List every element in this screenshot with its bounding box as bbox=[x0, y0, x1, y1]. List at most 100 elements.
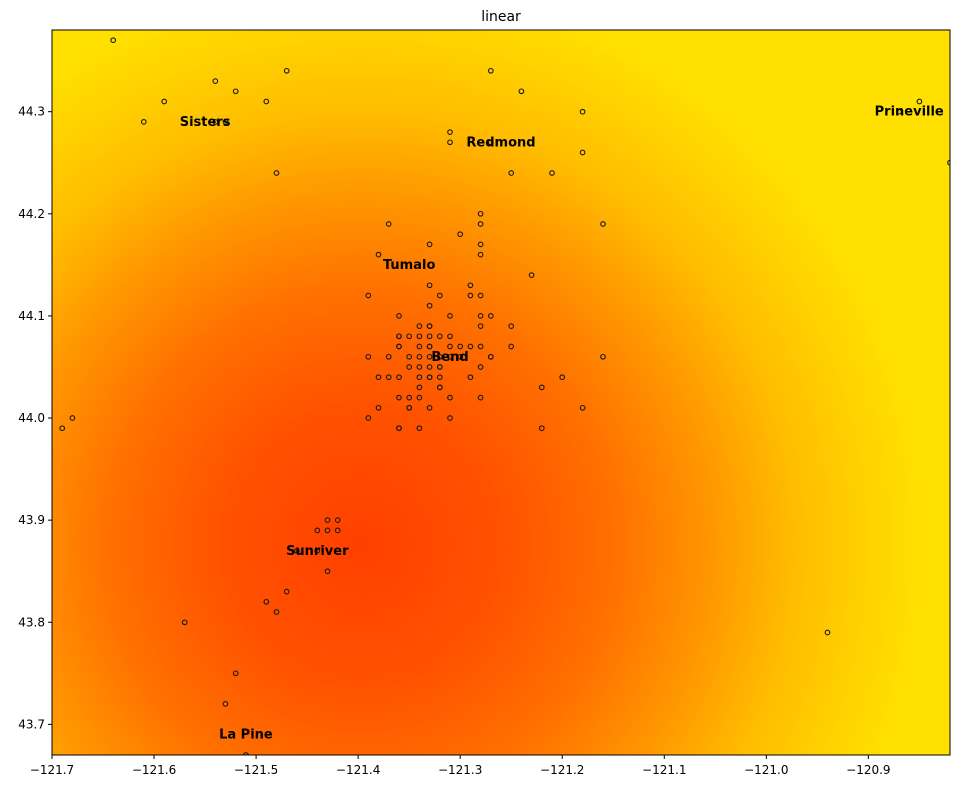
station-point bbox=[538, 425, 545, 432]
station-point bbox=[416, 374, 423, 381]
station-point bbox=[334, 517, 341, 523]
station-point bbox=[426, 241, 433, 248]
station-point bbox=[314, 547, 321, 554]
station-point bbox=[426, 364, 433, 370]
station-point bbox=[385, 374, 392, 381]
station-point bbox=[406, 364, 413, 370]
city-label-prineville: Prineville bbox=[875, 105, 944, 120]
station-point bbox=[436, 333, 443, 340]
station-point bbox=[824, 629, 831, 636]
station-point bbox=[447, 353, 453, 360]
y-tick-label: 44.3 bbox=[18, 105, 45, 119]
station-point bbox=[232, 670, 239, 677]
station-point bbox=[477, 241, 484, 248]
station-point bbox=[273, 170, 280, 176]
station-point bbox=[447, 129, 453, 135]
station-point bbox=[457, 343, 464, 350]
y-tick-label: 44.1 bbox=[18, 309, 45, 323]
plot-area: Sisters Redmond Prineville Tumalo Bend Sunriv… bbox=[52, 30, 950, 755]
station-point bbox=[375, 374, 382, 381]
station-point bbox=[243, 752, 249, 755]
city-label-bend: Bend bbox=[431, 350, 468, 365]
station-point bbox=[467, 292, 474, 299]
station-point bbox=[477, 343, 484, 350]
station-point bbox=[273, 609, 280, 615]
station-point bbox=[110, 37, 117, 44]
station-point bbox=[406, 394, 413, 401]
station-point bbox=[436, 384, 443, 391]
station-point bbox=[396, 374, 402, 381]
station-point bbox=[467, 374, 474, 381]
station-point bbox=[385, 221, 392, 227]
y-tick-label: 43.9 bbox=[18, 513, 45, 527]
x-tick-label: −121.6 bbox=[132, 763, 176, 777]
station-point bbox=[447, 415, 453, 421]
station-point bbox=[447, 343, 453, 350]
station-point bbox=[406, 353, 413, 360]
station-point bbox=[426, 302, 433, 309]
city-label-tumalo: Tumalo bbox=[383, 258, 435, 273]
station-point bbox=[263, 598, 270, 605]
station-point bbox=[365, 415, 372, 421]
x-tick-label: −121.5 bbox=[234, 763, 278, 777]
station-point bbox=[477, 292, 484, 299]
station-point bbox=[263, 98, 270, 105]
station-point bbox=[487, 353, 494, 360]
x-tick-label: −121.3 bbox=[438, 763, 482, 777]
station-point bbox=[426, 343, 433, 350]
station-point bbox=[385, 353, 392, 360]
station-point bbox=[232, 88, 239, 95]
station-point bbox=[324, 568, 331, 575]
y-tick-label: 44.2 bbox=[18, 207, 45, 221]
station-point bbox=[477, 221, 484, 227]
station-point bbox=[436, 353, 443, 360]
station-point bbox=[406, 404, 413, 411]
station-point bbox=[69, 415, 76, 421]
station-point bbox=[426, 323, 433, 329]
station-point bbox=[559, 374, 566, 381]
station-point bbox=[222, 701, 229, 707]
station-point bbox=[416, 425, 423, 432]
station-point bbox=[426, 404, 433, 411]
station-point bbox=[508, 323, 515, 329]
station-point bbox=[314, 527, 321, 534]
city-label-la-pine: La Pine bbox=[219, 728, 273, 743]
city-label-sisters: Sisters bbox=[180, 115, 231, 130]
station-point bbox=[447, 139, 453, 146]
station-point bbox=[447, 394, 453, 401]
x-tick-label: −121.0 bbox=[744, 763, 788, 777]
station-point bbox=[549, 170, 555, 176]
station-point bbox=[416, 323, 423, 329]
station-point bbox=[324, 517, 331, 523]
station-point bbox=[212, 78, 219, 84]
station-point bbox=[477, 313, 484, 319]
station-point bbox=[447, 333, 453, 340]
station-point bbox=[212, 119, 219, 125]
station-point bbox=[181, 619, 188, 626]
station-point bbox=[375, 251, 382, 258]
points-layer bbox=[59, 37, 950, 755]
station-point bbox=[916, 98, 923, 105]
station-point bbox=[416, 353, 423, 360]
station-point bbox=[283, 588, 290, 595]
station-point bbox=[436, 374, 443, 381]
chart-title: linear bbox=[481, 9, 521, 25]
station-point bbox=[579, 149, 586, 156]
station-point bbox=[947, 159, 950, 166]
station-point bbox=[508, 170, 515, 176]
station-point bbox=[457, 231, 464, 238]
x-tick-label: −121.1 bbox=[642, 763, 686, 777]
station-point bbox=[487, 313, 494, 319]
station-point bbox=[324, 527, 331, 534]
station-point bbox=[436, 292, 443, 299]
city-label-sunriver: Sunriver bbox=[286, 544, 349, 559]
station-point bbox=[59, 425, 66, 432]
station-point bbox=[447, 313, 453, 319]
y-axis: 43.7 43.8 43.9 44.0 44.1 44.2 44.3 bbox=[18, 105, 52, 731]
y-tick-label: 43.8 bbox=[18, 615, 45, 629]
x-tick-label: −121.4 bbox=[336, 763, 380, 777]
station-point bbox=[416, 394, 423, 401]
plot-frame bbox=[51, 29, 951, 756]
station-point bbox=[426, 282, 433, 289]
station-point bbox=[600, 353, 606, 360]
